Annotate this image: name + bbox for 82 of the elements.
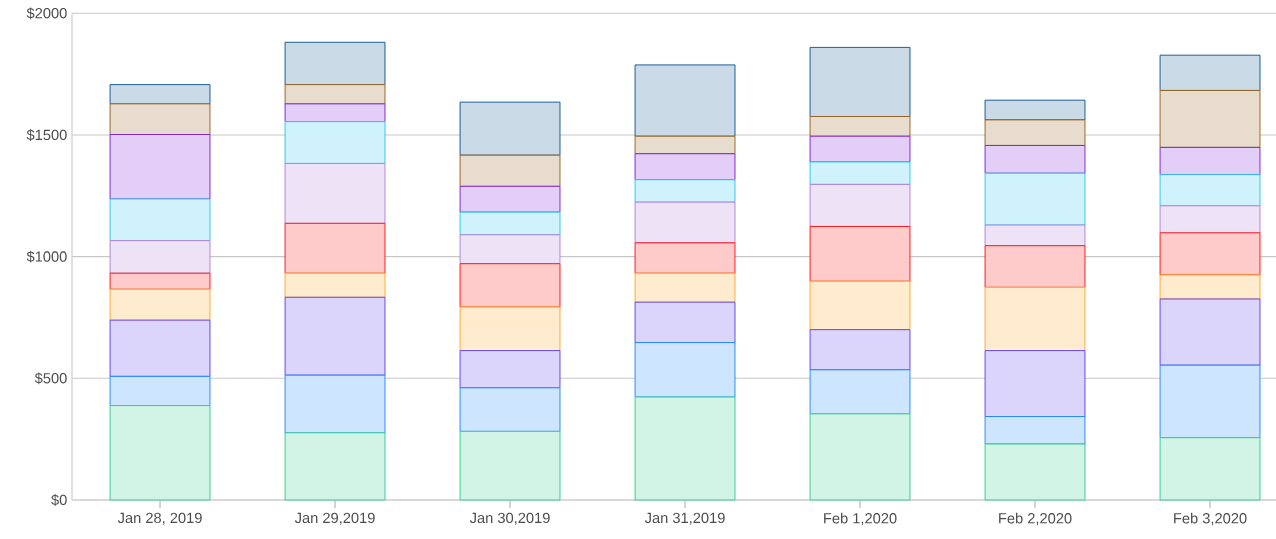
- bar: [984, 99, 1086, 121]
- bar: [984, 224, 1086, 247]
- bar: [1159, 298, 1261, 366]
- bar: [634, 64, 736, 137]
- bar: [109, 103, 211, 136]
- x-tick-label: Feb 1,2020: [824, 512, 897, 526]
- x-tick-label: Feb 3,2020: [1174, 512, 1247, 526]
- bar: [1159, 437, 1261, 501]
- y-tick-label: $1500: [26, 129, 67, 142]
- bar: [634, 272, 736, 303]
- bar: [1159, 54, 1261, 92]
- bar: [984, 416, 1086, 445]
- bar: [634, 179, 736, 203]
- x-tick-label: Jan 31,2019: [644, 512, 725, 525]
- bar: [284, 223, 386, 274]
- bar: [809, 329, 911, 371]
- bar: [1159, 147, 1261, 176]
- bar: [284, 374, 386, 434]
- bar: [634, 201, 736, 244]
- bar: [109, 198, 211, 242]
- bar: [809, 161, 911, 186]
- bar: [1159, 174, 1261, 207]
- y-tick-label: $0: [51, 494, 67, 507]
- bar: [459, 234, 561, 265]
- bar: [459, 154, 561, 187]
- bar: [984, 145, 1086, 174]
- bar: [1159, 90, 1261, 149]
- x-tick-label: Jan 30,2019: [469, 512, 550, 525]
- bar: [459, 211, 561, 236]
- bar: [284, 272, 386, 298]
- bar: [284, 41, 386, 86]
- bar: [809, 280, 911, 331]
- bar: [634, 153, 736, 181]
- bar: [809, 116, 911, 137]
- x-tick-label: Jan 28, 2019: [117, 512, 202, 525]
- bar: [984, 119, 1086, 147]
- bar: [634, 301, 736, 344]
- bar: [809, 413, 911, 501]
- bar: [984, 172, 1086, 226]
- bar: [1159, 232, 1261, 276]
- bar: [284, 296, 386, 376]
- bar: [984, 245, 1086, 288]
- bar: [984, 287, 1086, 352]
- bar: [284, 432, 386, 501]
- bar: [109, 84, 211, 105]
- bar: [634, 396, 736, 501]
- bar: [459, 186, 561, 213]
- bar: [984, 443, 1086, 501]
- bar: [109, 134, 211, 200]
- bar: [1159, 274, 1261, 300]
- bar: [1159, 364, 1261, 439]
- bar: [809, 47, 911, 118]
- x-tick-label: Jan 29,2019: [294, 512, 375, 525]
- bar: [1159, 205, 1261, 234]
- bar: [284, 121, 386, 165]
- bar: [109, 376, 211, 407]
- y-tick-label: $2000: [26, 7, 67, 20]
- bar: [809, 226, 911, 282]
- bar: [809, 184, 911, 228]
- bar: [109, 240, 211, 274]
- y-tick-label: $500: [34, 372, 67, 385]
- bar: [459, 263, 561, 308]
- y-tick-label: $1000: [26, 250, 67, 263]
- bar: [459, 350, 561, 389]
- bar: [284, 163, 386, 224]
- bar: [459, 101, 561, 156]
- bar: [459, 431, 561, 501]
- bar: [284, 103, 386, 123]
- bar: [634, 342, 736, 398]
- bar: [809, 369, 911, 415]
- bar: [459, 387, 561, 433]
- bar: [459, 306, 561, 352]
- bar: [284, 84, 386, 105]
- bar: [109, 272, 211, 290]
- bar: [109, 319, 211, 378]
- bar: [984, 350, 1086, 418]
- bar: [109, 288, 211, 321]
- bar: [809, 135, 911, 163]
- bar: [634, 242, 736, 274]
- bar: [634, 135, 736, 155]
- bar: [109, 405, 211, 501]
- x-tick-label: Feb 2,2020: [999, 512, 1072, 526]
